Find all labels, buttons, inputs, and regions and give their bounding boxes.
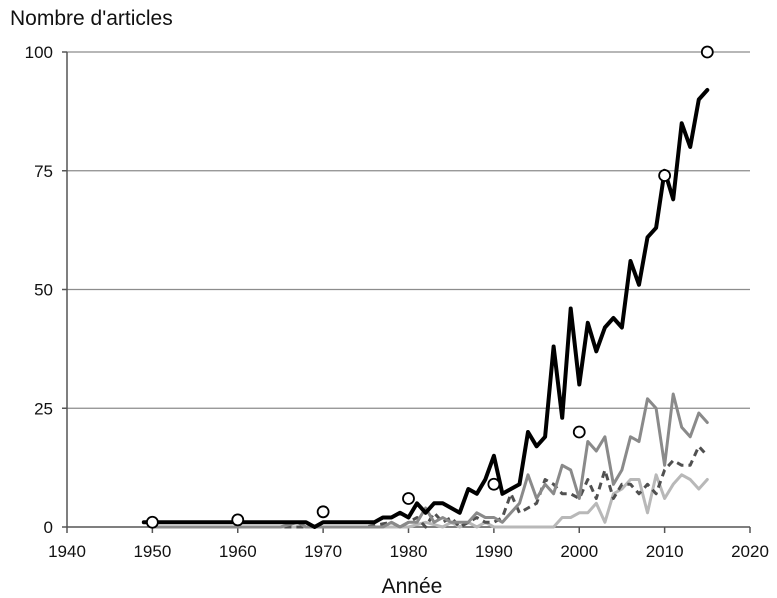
marker-point-2010	[658, 169, 672, 182]
x-tick-label-2000: 2000	[560, 542, 598, 561]
y-tick-label-25: 25	[34, 399, 53, 418]
marker-point-2000	[572, 425, 586, 439]
x-tick-label-1970: 1970	[304, 542, 342, 561]
marker-point-2015	[700, 45, 714, 59]
marker-point-1970	[316, 505, 330, 519]
y-axis-label: Nombre d'articles	[10, 7, 173, 30]
series-line-1	[141, 88, 710, 529]
x-axis-label: Année	[382, 575, 443, 598]
series-lines	[141, 88, 710, 529]
y-tick-label-75: 75	[34, 162, 53, 181]
marker-point-1980	[402, 492, 415, 505]
x-tick-label-1940: 1940	[48, 542, 86, 561]
gridlines	[67, 51, 750, 409]
y-tick-label-100: 100	[25, 43, 53, 62]
x-tick-labels: 1940 1950 1960 1970 1980 1990 2000 2010 2020	[48, 542, 769, 561]
x-tick-label-1990: 1990	[475, 542, 513, 561]
marker-point-1960	[231, 513, 245, 527]
x-tick-label-1960: 1960	[219, 542, 257, 561]
marker-point-1990	[487, 477, 501, 491]
x-tick-label-2010: 2010	[646, 542, 684, 561]
x-tick-label-2020: 2020	[731, 542, 769, 561]
axes	[62, 51, 751, 533]
series-line-3	[152, 444, 709, 529]
marker-points	[145, 45, 714, 529]
x-tick-label-1980: 1980	[390, 542, 428, 561]
x-tick-label-1950: 1950	[133, 542, 171, 561]
y-tick-label-50: 50	[34, 281, 53, 300]
y-tick-labels: 0 25 50 75 100	[25, 43, 53, 537]
y-tick-label-0: 0	[44, 518, 53, 537]
series-line-2	[150, 392, 709, 529]
marker-point-1950	[145, 515, 159, 529]
